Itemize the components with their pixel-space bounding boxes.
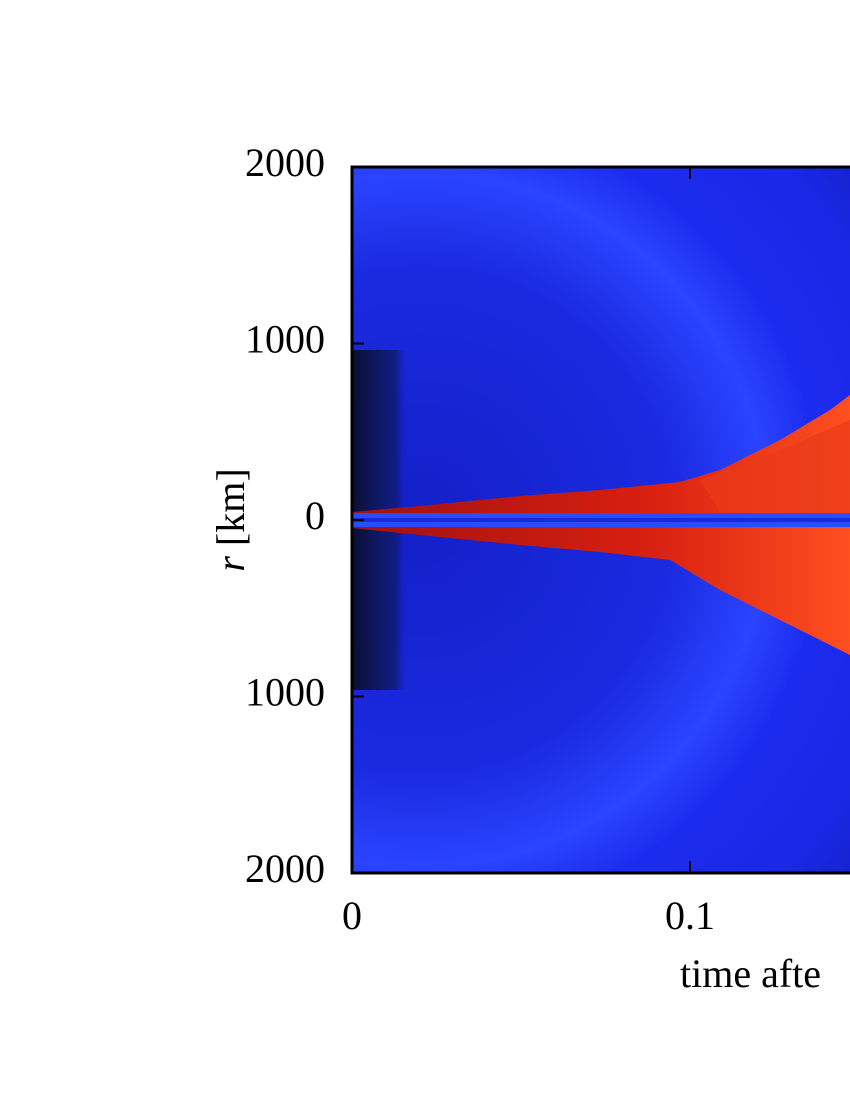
x-tick-label: 0 (342, 893, 362, 938)
y-axis-symbol: r (208, 556, 253, 572)
y-tick-label: 1000 (245, 317, 325, 362)
y-tick-label: 1000 (245, 670, 325, 715)
y-tick-label: 2000 (245, 140, 325, 185)
y-tick-label: 0 (305, 493, 325, 538)
y-tick-label: 2000 (245, 846, 325, 891)
y-axis-unit: [km] (208, 468, 253, 546)
y-axis-label: r [km] (208, 468, 253, 571)
x-tick-label: 0.1 (665, 893, 715, 938)
image (352, 167, 850, 873)
x-axis-label: time afte (680, 951, 821, 996)
